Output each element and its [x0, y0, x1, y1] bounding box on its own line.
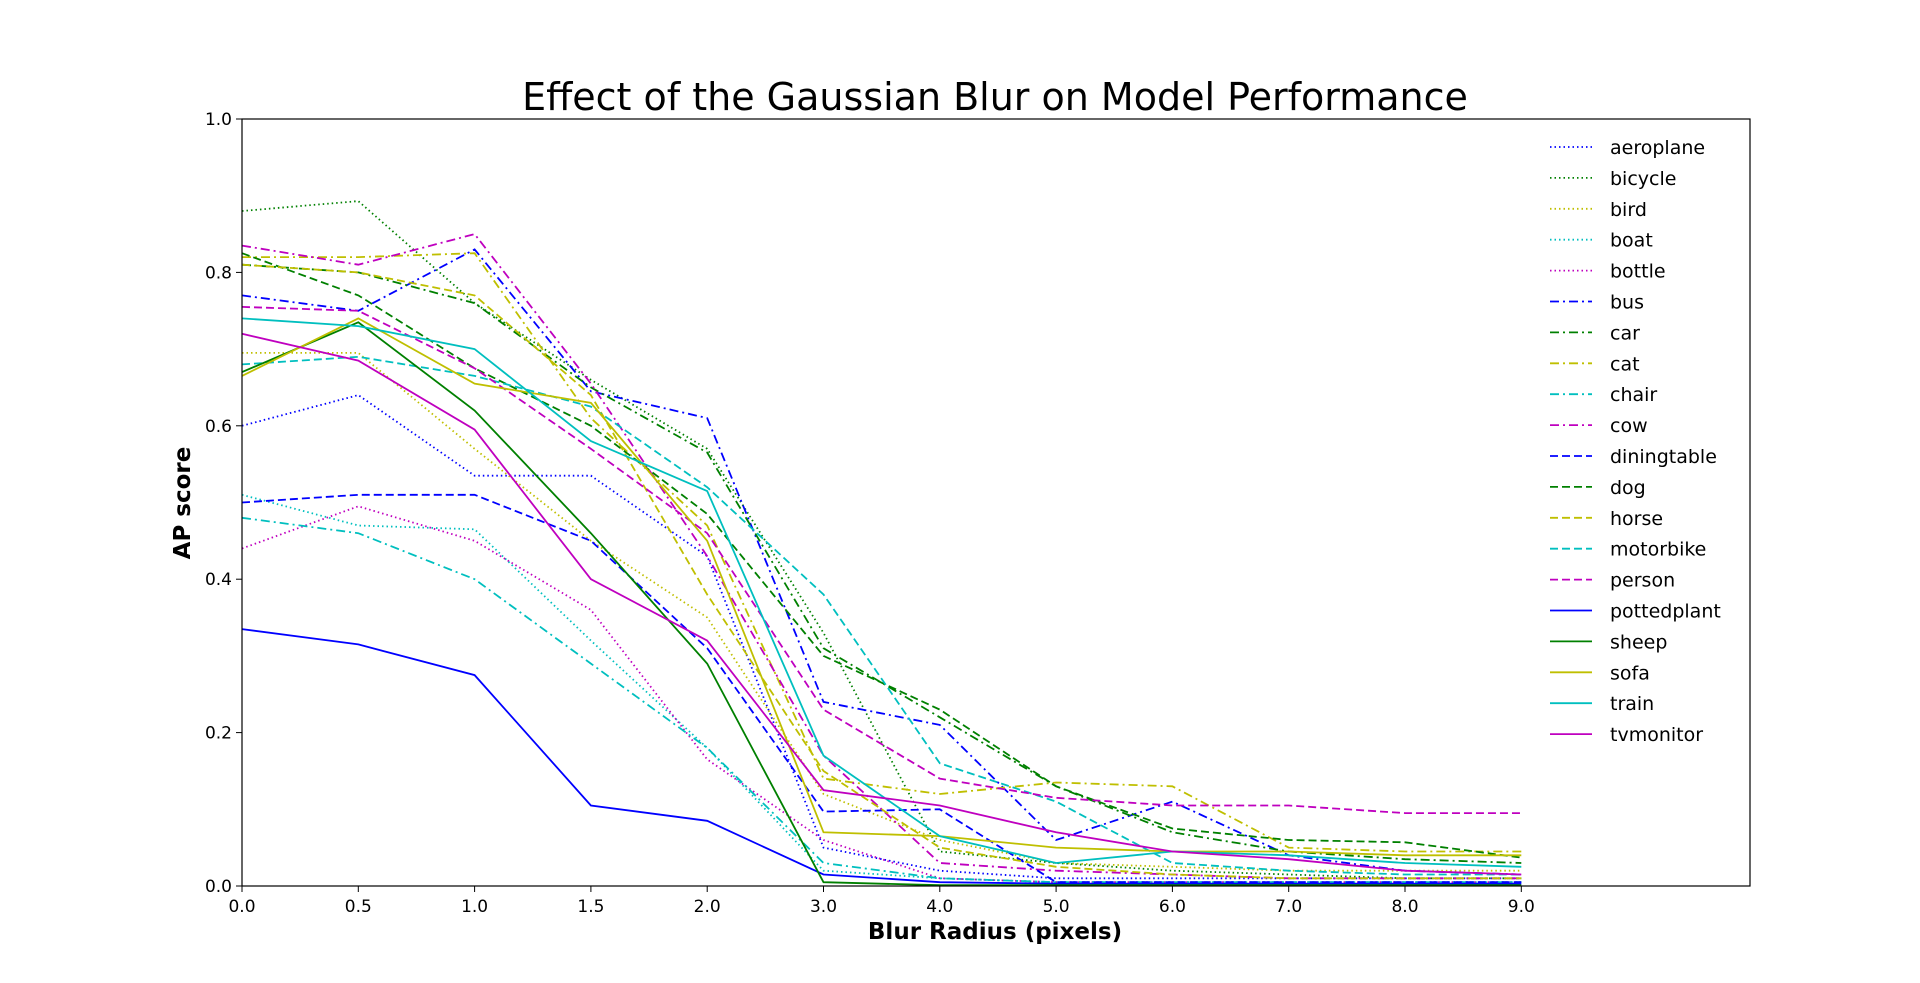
series-line-boat [241, 493, 1522, 884]
series-line-bicycle [241, 200, 1522, 880]
legend-label-aeroplane: aeroplane [1610, 137, 1705, 159]
legend-label-horse: horse [1610, 508, 1663, 530]
legend-label-diningtable: diningtable [1610, 446, 1717, 468]
legend-label-cat: cat [1610, 353, 1640, 375]
y-tick-label: 0.8 [205, 263, 232, 283]
series-line-sofa [241, 317, 1522, 857]
legend-label-person: person [1610, 570, 1675, 592]
x-tick-label: 3.0 [810, 897, 837, 917]
y-axis-ticks: 0.0 0.2 0.4 0.6 0.8 1.0 [205, 110, 242, 897]
x-tick-label: 4.0 [926, 897, 953, 917]
y-axis-label: AP score [170, 447, 196, 560]
series-line-diningtable [241, 493, 1522, 884]
y-tick-label: 1.0 [205, 110, 232, 130]
legend-label-sofa: sofa [1610, 662, 1650, 684]
x-tick-label: 0.5 [345, 897, 372, 917]
legend-label-bus: bus [1610, 292, 1644, 314]
x-tick-label: 5.0 [1043, 897, 1070, 917]
series-line-motorbike [241, 355, 1522, 876]
chart-title: Effect of the Gaussian Blur on Model Per… [522, 75, 1468, 119]
series-line-bus [241, 248, 1522, 876]
legend-label-train: train [1610, 693, 1654, 715]
series-line-tvmonitor [241, 332, 1522, 876]
x-tick-label: 9.0 [1508, 897, 1535, 917]
series-line-horse [241, 263, 1522, 880]
series-line-dog [241, 252, 1522, 859]
y-tick-label: 0.4 [205, 570, 232, 590]
x-axis-ticks: 0.0 0.5 1.0 1.5 2.0 3.0 4.0 5.0 6.0 7.0 8.0 9.0 [228, 886, 1535, 917]
x-axis-label: Blur Radius (pixels) [868, 919, 1122, 945]
x-tick-label: 0.0 [228, 897, 255, 917]
y-tick-label: 0.2 [205, 724, 232, 744]
x-tick-label: 6.0 [1159, 897, 1186, 917]
series-line-bird [242, 351, 1522, 872]
legend-label-bicycle: bicycle [1610, 168, 1676, 190]
y-tick-label: 0.0 [205, 877, 232, 897]
legend-label-chair: chair [1610, 384, 1657, 406]
plot-area-frame [241, 118, 1751, 887]
legend-label-tvmonitor: tvmonitor [1610, 724, 1703, 746]
legend-label-boat: boat [1610, 230, 1653, 252]
legend-label-bottle: bottle [1610, 261, 1666, 283]
series-line-pottedplant [241, 628, 1522, 885]
x-tick-label: 1.0 [461, 897, 488, 917]
series-line-person [241, 306, 1522, 814]
legend-label-cow: cow [1610, 415, 1648, 437]
series-line-sheep [241, 321, 1522, 887]
series-line-train [241, 317, 1522, 868]
series-line-cat [242, 252, 1522, 853]
x-tick-label: 8.0 [1391, 897, 1418, 917]
legend-label-sheep: sheep [1610, 631, 1667, 653]
legend: aeroplane bicycle bird boat bottle bus car cat c… [1550, 137, 1721, 746]
series-line-chair [241, 516, 1522, 884]
x-tick-label: 7.0 [1275, 897, 1302, 917]
legend-label-bird: bird [1610, 199, 1647, 221]
x-tick-label: 2.0 [694, 897, 721, 917]
legend-label-dog: dog [1610, 477, 1646, 499]
series-lines [241, 200, 1522, 887]
legend-label-motorbike: motorbike [1610, 539, 1706, 561]
legend-label-car: car [1610, 322, 1640, 344]
legend-label-pottedplant: pottedplant [1610, 601, 1721, 623]
x-tick-label: 1.5 [577, 897, 604, 917]
y-tick-label: 0.6 [205, 417, 232, 437]
